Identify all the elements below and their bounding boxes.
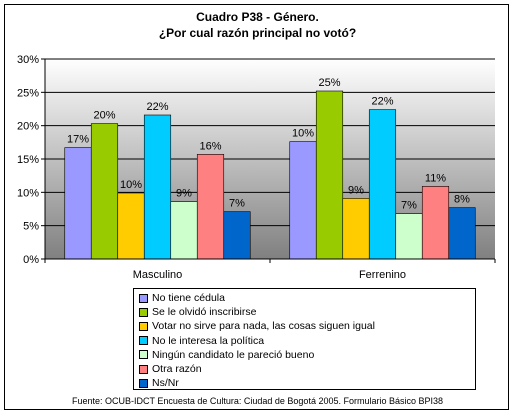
bar — [448, 207, 476, 260]
legend-item: Otra razón — [139, 362, 475, 376]
y-tick-label: 15% — [17, 154, 39, 166]
bar — [368, 109, 397, 260]
bar-data-label: 16% — [199, 140, 221, 152]
legend: No tiene cédula Se le olvidó inscribirse V… — [133, 288, 476, 390]
bar-data-label: 9% — [348, 184, 364, 196]
y-tick-label: 5% — [23, 221, 39, 233]
bar — [143, 114, 172, 260]
x-category-label: Masculino — [133, 269, 183, 281]
bar — [342, 198, 370, 260]
bar-data-label: 22% — [146, 101, 168, 113]
axes: 0% 5% 10% 15% 20% 25% 30% Masculino Ferrenino — [17, 54, 496, 281]
bar-data-label: 11% — [425, 172, 446, 184]
bar — [421, 186, 450, 260]
chart-subtitle: ¿Por cual razón principal no votó? — [158, 26, 357, 40]
legend-label: No tiene cédula — [152, 292, 225, 304]
legend-swatch — [139, 293, 148, 303]
bar — [395, 213, 423, 260]
bar-data-label: 20% — [93, 110, 115, 122]
legend-swatch — [139, 364, 148, 374]
legend-item: Votar no sirve para nada, las cosas sigu… — [139, 319, 475, 333]
bar — [289, 141, 317, 260]
legend-swatch — [139, 350, 148, 360]
legend-swatch — [139, 307, 148, 317]
legend-label: Ningún candidato le pareció bueno — [152, 348, 315, 361]
bar — [117, 192, 145, 260]
data-labels: 17% 20% 10% 22% 9% 16% 7% 10% 25% 9% 22% 7% 11% 8% — [67, 77, 470, 212]
gridlines — [45, 58, 495, 227]
y-tick-label: 25% — [17, 87, 39, 99]
legend-item: Ns/Nr — [139, 376, 475, 390]
legend-swatch — [139, 378, 148, 388]
bar-data-label: 25% — [318, 77, 340, 89]
bar-data-label: 22% — [371, 96, 393, 108]
source-note: Fuente: OCUB-IDCT Encuesta de Cultura: C… — [71, 396, 444, 406]
bar-data-label: 17% — [67, 134, 89, 146]
y-tick-label: 30% — [17, 54, 39, 66]
bar-data-label: 8% — [454, 194, 470, 206]
bar-data-label: 7% — [229, 198, 245, 210]
y-tick-label: 10% — [17, 187, 39, 199]
bar-data-label: 10% — [292, 128, 314, 140]
legend-label: Ns/Nr — [152, 377, 179, 390]
bar — [196, 154, 225, 260]
bar-chart: 17% 20% 10% 22% 9% 16% 7% 10% 25% 9% 22% 7% 11% 8% 0%… — [17, 54, 496, 281]
bar-data-label: 10% — [120, 179, 142, 191]
bar — [223, 211, 251, 260]
bar — [170, 201, 198, 260]
legend-swatch — [139, 336, 148, 346]
legend-label: Otra razón — [152, 362, 202, 375]
bar — [90, 123, 119, 260]
legend-item: No tiene cédula — [139, 291, 475, 305]
legend-label: Se le olvidó inscribirse — [152, 306, 257, 319]
bar — [315, 90, 344, 260]
legend-item: Ningún candidato le pareció bueno — [139, 348, 475, 362]
legend-item: No le interesa la política — [139, 334, 475, 348]
bar-data-label: 7% — [401, 200, 417, 212]
chart-titles: Cuadro P38 - Género. ¿Por cual razón pri… — [0, 9, 515, 41]
bars — [64, 90, 476, 260]
x-category-label: Ferrenino — [359, 269, 406, 281]
bar — [64, 147, 92, 260]
legend-swatch — [139, 321, 148, 331]
y-tick-label: 0% — [23, 254, 39, 266]
legend-label: No le interesa la política — [152, 334, 265, 347]
legend-label: Votar no sirve para nada, las cosas sigu… — [152, 320, 375, 333]
chart-title: Cuadro P38 - Género. — [196, 10, 319, 24]
bar-data-label: 9% — [176, 188, 192, 200]
legend-item: Se le olvidó inscribirse — [139, 305, 475, 319]
y-tick-label: 20% — [17, 121, 39, 133]
